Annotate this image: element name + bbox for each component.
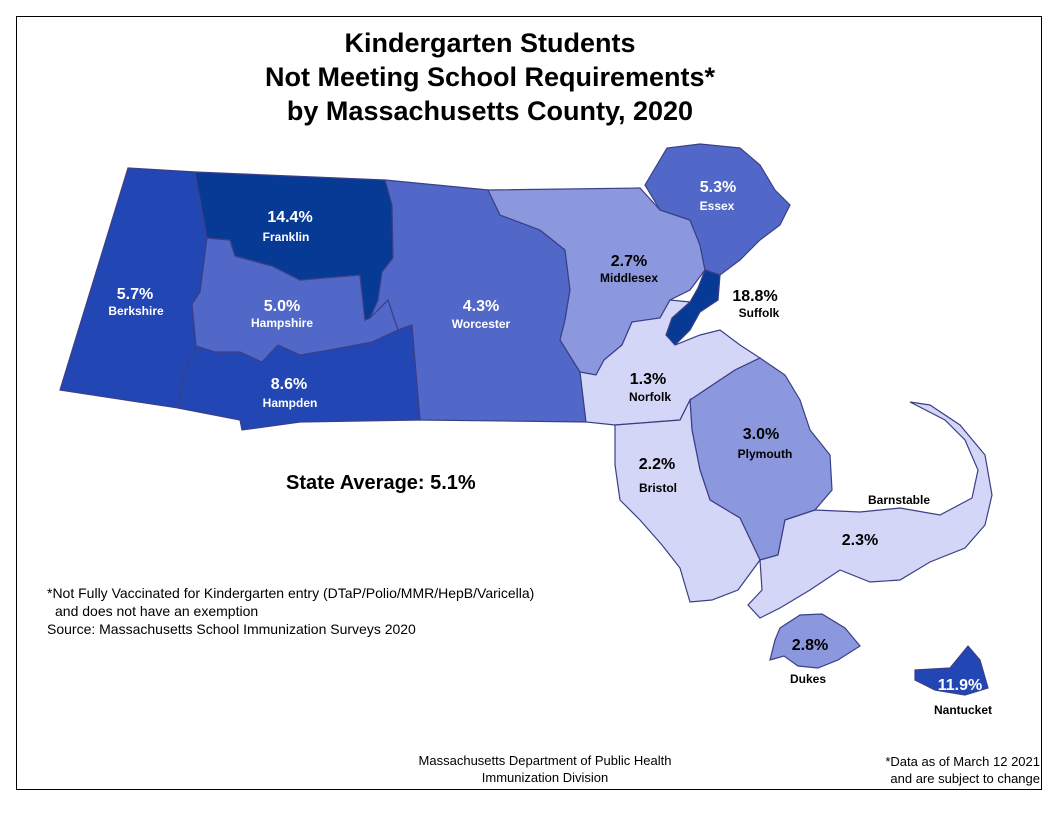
berkshire-label: Berkshire xyxy=(108,304,164,318)
data-note-line-2: and are subject to change xyxy=(890,771,1040,786)
essex-label: Essex xyxy=(700,199,735,213)
county-nantucket xyxy=(914,645,989,696)
essex-percent: 5.3% xyxy=(700,179,736,196)
franklin-label: Franklin xyxy=(263,230,310,244)
suffolk-label: Suffolk xyxy=(739,306,780,320)
footnote-source: Source: Massachusetts School Immunizatio… xyxy=(47,621,416,637)
title-line-2: Not Meeting School Requirements* xyxy=(264,62,716,92)
norfolk-percent: 1.3% xyxy=(630,371,666,388)
credit: Massachusetts Department of Public Healt… xyxy=(380,752,710,786)
map-title: Kindergarten Students Not Meeting School… xyxy=(230,26,750,128)
hampden-label: Hampden xyxy=(263,396,318,410)
county-essex xyxy=(644,143,791,276)
title-line-1: Kindergarten Students xyxy=(344,28,636,58)
county-barnstable xyxy=(747,401,993,619)
credit-line-1: Massachusetts Department of Public Healt… xyxy=(418,753,672,768)
credit-line-2: Immunization Division xyxy=(481,770,609,785)
nantucket-percent: 11.9% xyxy=(938,677,982,694)
middlesex-label: Middlesex xyxy=(600,271,658,285)
footnote-line-2: and does not have an exemption xyxy=(55,603,259,619)
dukes-percent: 2.8% xyxy=(792,637,828,654)
dukes-label: Dukes xyxy=(790,672,826,686)
hampden-percent: 8.6% xyxy=(271,376,307,393)
data-note-line-1: *Data as of March 12 2021 xyxy=(885,754,1040,769)
worcester-percent: 4.3% xyxy=(463,298,499,315)
barnstable-percent: 2.3% xyxy=(842,532,878,549)
hampshire-percent: 5.0% xyxy=(264,298,300,315)
data-note: *Data as of March 12 2021 and are subjec… xyxy=(830,753,1040,787)
footnote: *Not Fully Vaccinated for Kindergarten e… xyxy=(47,584,534,638)
hampshire-label: Hampshire xyxy=(251,316,313,330)
plymouth-percent: 3.0% xyxy=(743,426,779,443)
bristol-percent: 2.2% xyxy=(639,456,675,473)
state-average: State Average: 5.1% xyxy=(286,472,476,494)
nantucket-label: Nantucket xyxy=(934,703,992,717)
map-frame xyxy=(16,16,1042,790)
worcester-label: Worcester xyxy=(452,317,511,331)
footnote-line-1: *Not Fully Vaccinated for Kindergarten e… xyxy=(47,585,535,601)
franklin-percent: 14.4% xyxy=(267,209,312,226)
bristol-label: Bristol xyxy=(639,481,677,495)
suffolk-percent: 18.8% xyxy=(732,288,777,305)
county-dukes xyxy=(769,613,861,669)
county-bristol xyxy=(614,397,761,603)
berkshire-percent: 5.7% xyxy=(117,286,153,303)
norfolk-label: Norfolk xyxy=(629,390,671,404)
middlesex-percent: 2.7% xyxy=(611,253,647,270)
title-line-3: by Massachusetts County, 2020 xyxy=(286,96,694,126)
barnstable-label: Barnstable xyxy=(868,493,930,507)
plymouth-label: Plymouth xyxy=(738,447,793,461)
